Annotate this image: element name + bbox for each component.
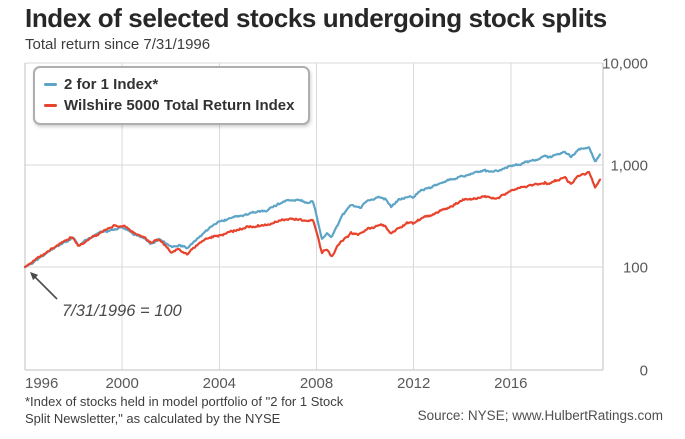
y-tick-label-0: 0 — [640, 363, 648, 380]
x-tick-label-2008: 2008 — [300, 375, 333, 392]
legend: 2 for 1 Index* Wilshire 5000 Total Retur… — [33, 66, 311, 125]
legend-label-wilshire-5000: Wilshire 5000 Total Return Index — [64, 97, 295, 114]
annotation-arrowhead-icon — [30, 272, 39, 281]
footnote: *Index of stocks held in model portfolio… — [25, 394, 344, 426]
legend-swatch-red-dash-icon — [44, 103, 57, 108]
annotation-base-value: 7/31/1996 = 100 — [62, 302, 182, 320]
chart-subtitle: Total return since 7/31/1996 — [25, 36, 211, 53]
series-line-wilshire-5000 — [23, 170, 602, 269]
y-tick-label-100: 100 — [623, 260, 648, 277]
annotation-arrow-line — [33, 275, 58, 300]
legend-swatch-blue-dash-icon — [44, 82, 57, 87]
source-credit: Source: NYSE; www.HulbertRatings.com — [417, 408, 663, 423]
page-title: Index of selected stocks undergoing stoc… — [25, 3, 607, 33]
y-tick-label-1,000: 1,000 — [610, 158, 648, 175]
x-tick-label-2004: 2004 — [203, 375, 236, 392]
x-tick-label-2000: 2000 — [105, 375, 138, 392]
legend-item-wilshire-5000: Wilshire 5000 Total Return Index — [44, 95, 294, 116]
y-tick-label-10,000: 10,000 — [602, 56, 648, 73]
legend-item-2for1-index: 2 for 1 Index* — [44, 74, 294, 95]
x-tick-label-2016: 2016 — [494, 375, 527, 392]
legend-label-2for1-index: 2 for 1 Index* — [64, 76, 159, 93]
x-tick-label-1996: 1996 — [25, 375, 58, 392]
x-tick-label-2012: 2012 — [397, 375, 430, 392]
